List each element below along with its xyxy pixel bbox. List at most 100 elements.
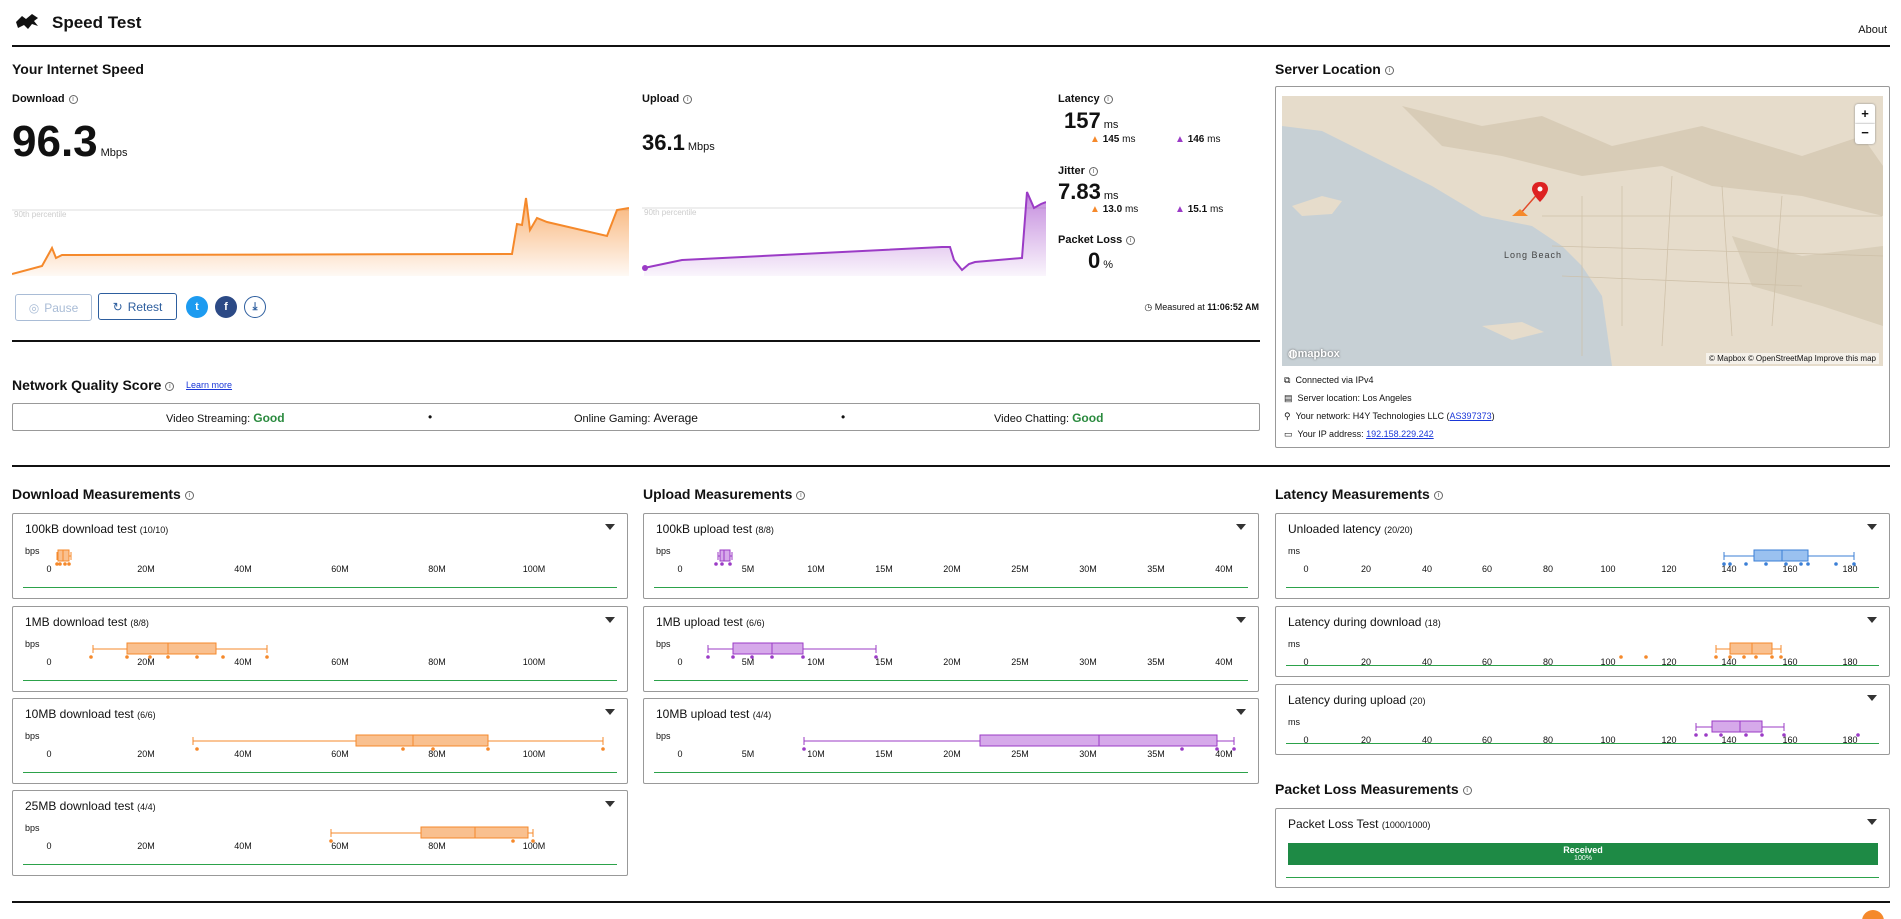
info-icon[interactable]: i [1088,166,1098,176]
axis-tick-label: 15M [875,564,893,574]
data-point [148,655,152,659]
data-point [750,655,754,659]
data-point [401,747,405,751]
axis-tick-label: 35M [1147,564,1165,574]
download_meas-card-0[interactable]: 100kB download test (10/10) bps 0 20M 40M 60M… [12,513,628,599]
upload-triangle-icon: ▲ [1175,204,1185,215]
green-baseline [654,587,1248,588]
upload_meas-card-0[interactable]: 100kB upload test (8/8) bps 0 5M 10M 15M 20M 25… [643,513,1259,599]
test-title: 1MB upload test (6/6) [656,615,765,629]
data-point [89,655,93,659]
chevron-down-icon[interactable] [1867,695,1877,701]
data-point [55,562,59,566]
chevron-down-icon[interactable] [605,709,615,715]
axis-tick-label: 5M [741,564,755,574]
zoom-out-button[interactable]: − [1855,124,1875,144]
zoom-in-button[interactable]: + [1855,104,1875,124]
box-plot [1619,642,1783,659]
axis-tick-label: 0 [46,749,52,759]
location-icon: ⚲ [1284,411,1291,421]
chevron-down-icon[interactable] [1236,617,1246,623]
measured-at: ◷ Measured at 11:06:52 AM [1144,302,1259,312]
info-icon[interactable]: i [1462,785,1472,795]
latency_meas-card-1[interactable]: Latency during download (18) ms 0 20 40 60 80 1… [1275,606,1890,677]
axis-tick-label: 60 [1481,657,1493,667]
mapbox-logo-icon: ◍ [1288,348,1298,360]
info-icon[interactable]: i [1103,94,1113,104]
info-icon[interactable]: i [68,94,78,104]
data-point [195,747,199,751]
axis-tick-label: 40M [234,564,252,574]
data-point [166,655,170,659]
axis-tick-label: 30M [1079,749,1097,759]
chevron-down-icon[interactable] [1867,819,1877,825]
map-credits[interactable]: © Mapbox © OpenStreetMap Improve this ma… [1706,353,1879,364]
green-baseline [23,680,617,681]
facebook-icon[interactable]: f [215,296,237,318]
download-label: Download i [12,93,78,105]
download_meas-card-2[interactable]: 10MB download test (6/6) bps 0 20M 40M 60M 80M… [12,698,628,784]
info-icon[interactable]: i [1384,65,1394,75]
header-divider [12,45,1890,47]
data-point [1714,655,1718,659]
download-percentile-label: 90th percentile [14,210,67,219]
twitter-icon[interactable]: t [186,296,208,318]
section-title-nqs: Network Quality Score i [12,377,175,393]
chevron-down-icon[interactable] [605,617,615,623]
download-triangle-icon: ▲ [1090,134,1100,145]
info-icon[interactable]: i [1433,490,1443,500]
chevron-down-icon[interactable] [1236,709,1246,715]
as-link[interactable]: AS397373 [1449,411,1492,421]
chevron-down-icon[interactable] [1236,524,1246,530]
feedback-icon[interactable] [1862,910,1884,919]
iqr-box [1711,720,1763,733]
axis-tick-label: 80M [428,841,446,851]
unit-label: bps [25,639,40,649]
connected-via: ⧉ Connected via IPv4 [1284,375,1374,385]
retest-button[interactable]: ↻ Retest [98,293,177,320]
data-point [1180,747,1184,751]
chevron-down-icon[interactable] [605,801,615,807]
chevron-down-icon[interactable] [605,524,615,530]
unit-label: bps [25,546,40,556]
upload_meas-card-1[interactable]: 1MB upload test (6/6) bps 0 5M 10M 15M 20M 25M 3… [643,606,1259,692]
data-point [1770,655,1774,659]
mid-divider [12,465,1890,467]
axis-tick-label: 20M [943,564,961,574]
data-point [1744,733,1748,737]
info-icon[interactable]: i [184,490,194,500]
latency-value: 157 ms [1064,108,1119,133]
latency_meas-card-0[interactable]: Unloaded latency (20/20) ms 0 20 40 60 80 100 12… [1275,513,1890,599]
download-value: 96.3 Mbps [12,117,128,166]
learn-more-link[interactable]: Learn more [186,380,233,390]
about-link[interactable]: About [1858,24,1887,36]
axis-tick-label: 60M [331,749,349,759]
info-icon[interactable]: i [165,381,175,391]
section-title-packet-meas: Packet Loss Measurements i [1275,781,1472,797]
map[interactable]: Long Beach + − ◍mapbox © Mapbox © OpenSt… [1282,96,1883,366]
pause-button[interactable]: ◎ Pause [15,294,92,321]
download_meas-card-1[interactable]: 1MB download test (8/8) bps 0 20M 40M 60M 80M 1… [12,606,628,692]
axis-tick-label: 20 [1360,657,1372,667]
data-point [1694,733,1698,737]
jitter-upload: ▲ 15.1 ms [1175,204,1224,215]
download_meas-card-3[interactable]: 25MB download test (4/4) bps 0 20M 40M 60M 80M… [12,790,628,876]
box-plot [1722,549,1856,566]
axis-tick-label: 60M [331,564,349,574]
data-point [1704,733,1708,737]
ip-link[interactable]: 192.158.229.242 [1366,429,1434,439]
chevron-down-icon[interactable] [1867,524,1877,530]
upload_meas-card-2[interactable]: 10MB upload test (4/4) bps 0 5M 10M 15M 20M 25M… [643,698,1259,784]
test-title: Unloaded latency (20/20) [1288,522,1413,536]
network-icon: ⧉ [1284,375,1291,385]
data-point [531,839,535,843]
axis-tick-label: 120 [1661,564,1677,574]
download-results-icon[interactable]: ⤓ [244,296,266,318]
packet-loss-card[interactable]: Packet Loss Test (1000/1000) Received 10… [1275,808,1890,888]
info-icon[interactable]: i [683,94,693,104]
data-point [431,747,435,751]
info-icon[interactable]: i [796,490,806,500]
chevron-down-icon[interactable] [1867,617,1877,623]
latency_meas-card-2[interactable]: Latency during upload (20) ms 0 20 40 60 80 100… [1275,684,1890,755]
info-icon[interactable]: i [1126,235,1136,245]
